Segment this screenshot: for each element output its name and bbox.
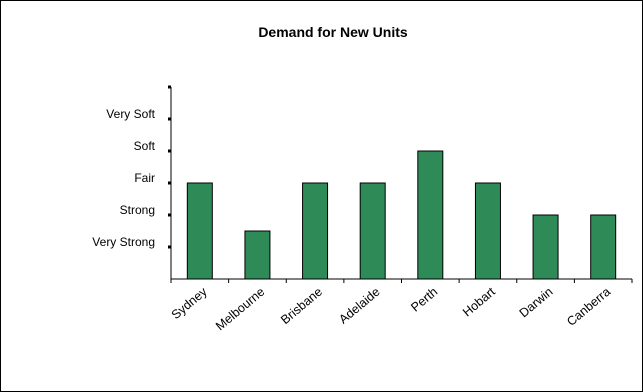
x-tick-label-canberra: Canberra	[564, 285, 613, 329]
bar-sydney	[186, 182, 213, 280]
x-ticks-group: Sydney Melbourne Brisbane Adelaide Perth Hoba…	[169, 279, 633, 334]
y-ticks-group: Very Strong Strong Fair Soft Very Soft	[92, 85, 171, 249]
bar-darwin	[532, 214, 559, 280]
x-tick-label-hobart: Hobart	[460, 284, 498, 319]
bar-perth	[417, 150, 444, 280]
y-tick-label: Soft	[134, 139, 156, 153]
y-tick-label: Very Soft	[106, 107, 155, 121]
x-tick-label-sydney: Sydney	[169, 284, 211, 322]
y-tick-label: Very Strong	[92, 235, 155, 249]
x-tick-label-brisbane: Brisbane	[278, 285, 325, 327]
bar-melbourne	[244, 230, 271, 280]
bar-canberra	[590, 214, 617, 280]
bar-hobart	[474, 182, 501, 280]
x-tick-label-perth: Perth	[408, 285, 440, 315]
x-tick-label-darwin: Darwin	[517, 285, 556, 321]
y-tick-label: Strong	[120, 203, 155, 217]
bar-brisbane	[302, 182, 329, 280]
bars-group	[186, 150, 617, 280]
x-tick-label-melbourne: Melbourne	[213, 285, 267, 334]
axes-group	[170, 87, 632, 280]
chart-title: Demand for New Units	[258, 24, 408, 40]
x-tick-label-adelaide: Adelaide	[336, 285, 382, 327]
bar-adelaide	[359, 182, 386, 280]
y-tick-label: Fair	[134, 171, 155, 185]
